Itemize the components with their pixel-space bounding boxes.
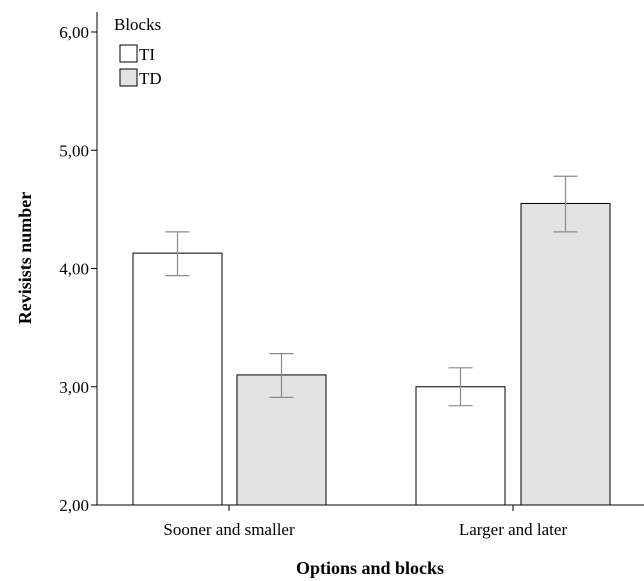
bar-ti-sooner-smaller [132,252,223,506]
bar-td-larger-later [520,202,611,506]
x-tick-label: Sooner and smaller [163,520,295,539]
y-tick-label: 2,00 [59,496,89,515]
legend-label-td: TD [139,69,162,88]
bar-ti-larger-later [415,386,506,506]
x-axis-title: Options and blocks [296,558,444,578]
y-tick-label: 5,00 [59,141,89,160]
legend-swatch-td [119,68,138,87]
legend: Blocks TI TD [114,15,162,88]
y-tick-label: 4,00 [59,260,89,279]
y-tick-label: 6,00 [59,23,89,42]
y-axis-title: Revisists number [15,192,35,325]
legend-swatch-ti [119,44,138,63]
y-tick-label: 3,00 [59,378,89,397]
legend-title: Blocks [114,15,161,34]
x-tick-label: Larger and later [459,520,568,539]
legend-label-ti: TI [139,45,155,64]
